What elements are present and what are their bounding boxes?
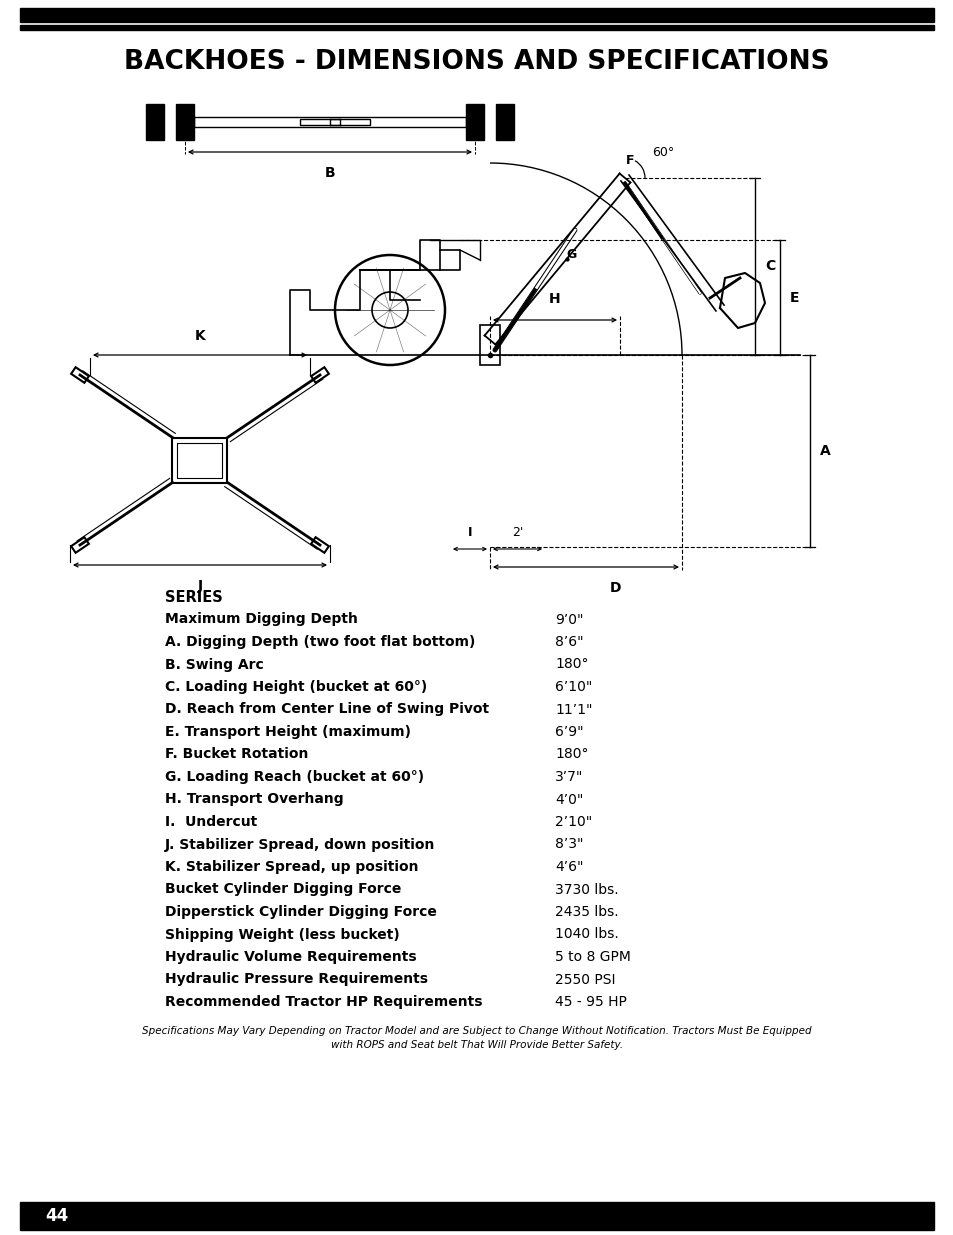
Text: Shipping Weight (less bucket): Shipping Weight (less bucket)	[165, 927, 399, 941]
Text: 9’0": 9’0"	[555, 613, 583, 626]
Text: BACKHOES - DIMENSIONS AND SPECIFICATIONS: BACKHOES - DIMENSIONS AND SPECIFICATIONS	[124, 49, 829, 75]
Text: F: F	[625, 153, 634, 167]
Text: 3730 lbs.: 3730 lbs.	[555, 883, 618, 897]
Text: 4’0": 4’0"	[555, 793, 583, 806]
Bar	[175, 104, 193, 140]
Text: 5 to 8 GPM: 5 to 8 GPM	[555, 950, 630, 965]
Text: B. Swing Arc: B. Swing Arc	[165, 657, 263, 672]
Text: H. Transport Overhang: H. Transport Overhang	[165, 793, 343, 806]
Text: C: C	[764, 259, 775, 273]
Text: I: I	[467, 526, 472, 538]
Text: with ROPS and Seat belt That Will Provide Better Safety.: with ROPS and Seat belt That Will Provid…	[331, 1040, 622, 1050]
Bar	[146, 104, 164, 140]
Text: 45 - 95 HP: 45 - 95 HP	[555, 995, 626, 1009]
Bar	[20, 1202, 933, 1230]
Text: A. Digging Depth (two foot flat bottom): A. Digging Depth (two foot flat bottom)	[165, 635, 475, 650]
Bar	[496, 104, 514, 140]
Text: Bucket Cylinder Digging Force: Bucket Cylinder Digging Force	[165, 883, 401, 897]
Text: K: K	[194, 329, 205, 343]
Text: Recommended Tractor HP Requirements: Recommended Tractor HP Requirements	[165, 995, 482, 1009]
Text: Specifications May Vary Depending on Tractor Model and are Subject to Change Wit: Specifications May Vary Depending on Tra…	[142, 1025, 811, 1035]
Bar	[172, 437, 227, 483]
Text: Hydraulic Volume Requirements: Hydraulic Volume Requirements	[165, 950, 416, 965]
Text: G. Loading Reach (bucket at 60°): G. Loading Reach (bucket at 60°)	[165, 769, 424, 784]
Bar	[193, 117, 465, 127]
Text: A: A	[820, 445, 830, 458]
Text: E. Transport Height (maximum): E. Transport Height (maximum)	[165, 725, 411, 739]
Bar	[71, 537, 89, 553]
Text: 2550 PSI: 2550 PSI	[555, 972, 615, 987]
Text: Maximum Digging Depth: Maximum Digging Depth	[165, 613, 357, 626]
Text: 6’9": 6’9"	[555, 725, 583, 739]
Bar	[311, 537, 329, 553]
Bar	[20, 25, 933, 30]
Text: 2': 2'	[511, 526, 522, 538]
Bar	[299, 119, 370, 125]
Text: 180°: 180°	[555, 657, 588, 672]
Text: C. Loading Height (bucket at 60°): C. Loading Height (bucket at 60°)	[165, 680, 427, 694]
Text: D. Reach from Center Line of Swing Pivot: D. Reach from Center Line of Swing Pivot	[165, 703, 489, 716]
Text: 3’7": 3’7"	[555, 769, 583, 784]
Text: 4’6": 4’6"	[555, 860, 583, 874]
Text: Hydraulic Pressure Requirements: Hydraulic Pressure Requirements	[165, 972, 428, 987]
Bar	[465, 104, 483, 140]
Bar	[177, 442, 222, 478]
Text: 6’10": 6’10"	[555, 680, 592, 694]
Text: 44: 44	[45, 1207, 69, 1225]
Text: B: B	[324, 165, 335, 180]
Text: F. Bucket Rotation: F. Bucket Rotation	[165, 747, 308, 762]
Text: J: J	[197, 579, 202, 593]
Text: 8’3": 8’3"	[555, 837, 583, 851]
Text: D: D	[610, 580, 621, 595]
Bar	[20, 7, 933, 22]
Bar	[479, 325, 499, 366]
Text: 180°: 180°	[555, 747, 588, 762]
Text: J. Stabilizer Spread, down position: J. Stabilizer Spread, down position	[165, 837, 435, 851]
Bar	[311, 367, 329, 383]
Bar	[71, 367, 89, 383]
Text: 1040 lbs.: 1040 lbs.	[555, 927, 618, 941]
Text: 60°: 60°	[651, 147, 674, 159]
Text: E: E	[789, 290, 799, 305]
Text: K. Stabilizer Spread, up position: K. Stabilizer Spread, up position	[165, 860, 418, 874]
Text: 2’10": 2’10"	[555, 815, 592, 829]
Text: G: G	[566, 247, 577, 261]
Text: 8’6": 8’6"	[555, 635, 583, 650]
Text: 2435 lbs.: 2435 lbs.	[555, 905, 618, 919]
Text: Dipperstick Cylinder Digging Force: Dipperstick Cylinder Digging Force	[165, 905, 436, 919]
Text: H: H	[549, 291, 560, 306]
Text: 11’1": 11’1"	[555, 703, 592, 716]
Text: SERIES: SERIES	[165, 590, 222, 605]
Text: I.  Undercut: I. Undercut	[165, 815, 257, 829]
